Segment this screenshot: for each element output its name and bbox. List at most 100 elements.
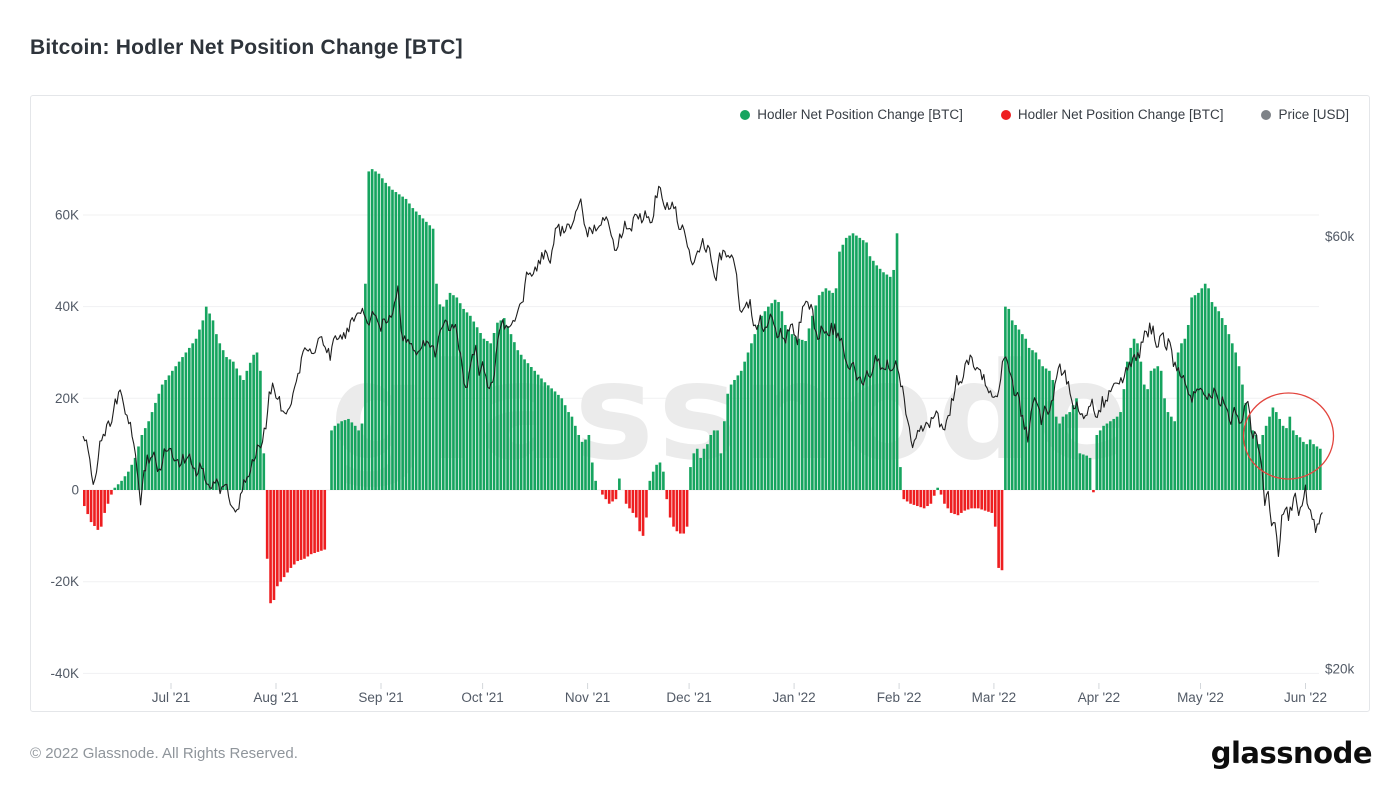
hodler-bar-negative <box>601 490 604 495</box>
legend-dot-green-icon <box>740 109 751 120</box>
right-axis-tick-label: $20k <box>1325 662 1355 677</box>
hodler-bar-positive <box>242 379 245 490</box>
hodler-bar-positive <box>506 326 509 490</box>
hodler-bar-positive <box>397 194 401 490</box>
hodler-bar-positive <box>814 305 818 490</box>
left-axis: 60K 40K 20K 0 -20K -40K <box>50 208 79 681</box>
hodler-bar-positive <box>127 471 130 490</box>
hodler-bar-negative <box>313 490 316 554</box>
hodler-bar-negative <box>987 490 990 512</box>
hodler-bar-positive <box>235 368 239 490</box>
hodler-bar-positive <box>509 334 513 490</box>
hodler-bar-negative <box>922 490 926 509</box>
hodler-bar-positive <box>479 333 482 490</box>
legend-dot-red-icon <box>1000 109 1011 120</box>
hodler-bar-negative <box>909 490 912 504</box>
hodler-bar-positive <box>215 334 218 490</box>
hodler-bar-positive <box>618 478 621 490</box>
hodler-bar-positive <box>743 361 746 490</box>
hodler-bar-positive <box>452 295 455 490</box>
hodler-bar-positive <box>1319 448 1322 490</box>
hodler-bar-positive <box>259 370 262 490</box>
hodler-bar-positive <box>1098 430 1102 490</box>
hodler-bar-positive <box>458 303 462 490</box>
hodler-bar-positive <box>777 302 780 490</box>
hodler-bar-positive <box>357 430 360 490</box>
hodler-bar-positive <box>739 370 743 490</box>
hodler-bar-positive <box>865 242 868 490</box>
hodler-bar-negative <box>276 490 279 587</box>
hodler-bar-positive <box>184 352 188 490</box>
hodler-bar-negative <box>983 490 987 511</box>
legend-item-hodler-negative[interactable]: Hodler Net Position Change [BTC] <box>1000 107 1223 122</box>
hodler-bar-positive <box>245 370 249 490</box>
chart-legend: Hodler Net Position Change [BTC] Hodler … <box>740 107 1349 122</box>
hodler-bar-positive <box>1224 324 1227 490</box>
x-axis-tick-label: Aug '21 <box>253 690 298 705</box>
hodler-bar-positive <box>255 352 259 490</box>
hodler-bar-positive <box>1041 366 1044 490</box>
legend-dot-gray-icon <box>1261 109 1272 120</box>
hodler-bar-positive <box>1058 423 1061 490</box>
hodler-bar-positive <box>248 362 252 490</box>
hodler-bar-positive <box>1044 368 1048 490</box>
left-axis-tick-label: -20K <box>50 574 79 589</box>
hodler-bar-positive <box>1078 453 1082 490</box>
hodler-bar-positive <box>750 343 753 490</box>
hodler-bar-positive <box>1264 425 1268 490</box>
hodler-bar-positive <box>1031 350 1034 490</box>
hodler-bar-positive <box>936 487 939 490</box>
x-axis-tick-label: Dec '21 <box>666 690 711 705</box>
hodler-bar-positive <box>167 375 171 490</box>
hodler-bar-positive <box>729 384 733 490</box>
hodler-bar-positive <box>204 306 208 490</box>
hodler-bar-negative <box>929 490 933 504</box>
legend-item-hodler-positive[interactable]: Hodler Net Position Change [BTC] <box>740 107 963 122</box>
hodler-bar-positive <box>123 476 127 490</box>
hodler-bar-positive <box>502 318 506 490</box>
hodler-bar-positive <box>252 354 255 490</box>
hodler-bar-positive <box>370 169 374 490</box>
hodler-bar-negative <box>320 490 323 551</box>
hodler-bar-positive <box>760 315 763 490</box>
hodler-bar-positive <box>706 444 709 490</box>
hodler-bar-positive <box>773 299 777 490</box>
hodler-bar-positive <box>174 366 178 490</box>
hodler-bar-negative <box>946 490 950 509</box>
annotation-circle <box>1242 392 1335 480</box>
hodler-bar-positive <box>472 321 476 490</box>
hodler-bar-positive <box>716 430 719 490</box>
hodler-bar-positive <box>662 471 665 490</box>
hodler-bar-positive <box>1102 425 1105 490</box>
legend-item-price[interactable]: Price [USD] <box>1261 107 1349 122</box>
hodler-bar-positive <box>1251 430 1254 490</box>
hodler-bar-positive <box>807 328 811 490</box>
hodler-bar-positive <box>1075 398 1078 490</box>
hodler-bar-positive <box>1139 361 1143 490</box>
hodler-bar-positive <box>1210 302 1214 490</box>
hodler-bar-positive <box>787 329 790 490</box>
hodler-bar-positive <box>861 240 865 490</box>
hodler-bar-positive <box>1237 366 1241 490</box>
hodler-bar-positive <box>347 418 350 490</box>
hodler-bar-positive <box>499 320 503 490</box>
hodler-bar-negative <box>990 490 994 513</box>
hodler-bar-positive <box>1146 389 1149 490</box>
hodler-bar-negative <box>1092 490 1095 493</box>
hodler-bar-positive <box>1159 370 1163 490</box>
hodler-bar-negative <box>604 490 608 500</box>
hodler-bar-positive <box>191 343 194 490</box>
hodler-bar-positive <box>425 221 428 490</box>
hodler-bar-positive <box>689 467 692 490</box>
hodler-bar-negative <box>665 490 669 500</box>
hodler-bar-negative <box>286 490 289 573</box>
hodler-bar-negative <box>86 490 90 515</box>
hodler-bar-positive <box>827 290 831 490</box>
hodler-bar-negative <box>685 490 689 527</box>
hodler-bar-positive <box>753 334 757 490</box>
hodler-bar-negative <box>614 490 618 500</box>
hodler-bar-positive <box>526 363 530 490</box>
chart-panel: Hodler Net Position Change [BTC] Hodler … <box>30 95 1370 712</box>
